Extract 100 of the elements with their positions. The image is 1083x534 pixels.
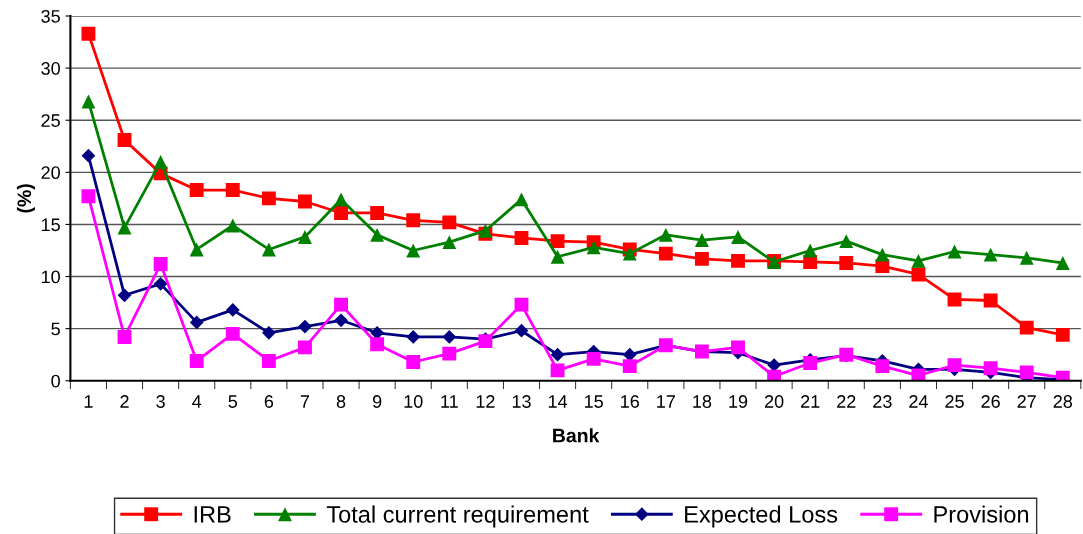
point (406, 213, 421, 228)
point (658, 246, 673, 261)
point (153, 276, 168, 291)
point (983, 293, 998, 308)
x-tick-label: 22 (837, 395, 856, 408)
point (514, 231, 529, 245)
y-tick-label: 5 (51, 322, 60, 336)
point (911, 368, 926, 381)
point (839, 234, 854, 249)
point (1055, 256, 1070, 270)
y-tick-label: 15 (41, 218, 60, 232)
point (370, 227, 385, 242)
point (694, 251, 709, 266)
point (406, 243, 421, 258)
point (514, 192, 529, 207)
point (298, 319, 312, 334)
point (334, 313, 348, 328)
x-tick-label: 26 (981, 395, 1000, 408)
point (731, 253, 745, 268)
x-tick-label: 17 (657, 395, 675, 408)
point (983, 361, 998, 376)
point (189, 315, 204, 330)
point (225, 326, 240, 341)
point (875, 247, 890, 262)
y-tick-label: 25 (41, 114, 60, 127)
point (731, 340, 745, 355)
point (658, 227, 673, 242)
point (81, 26, 96, 41)
point (189, 242, 204, 257)
point (550, 363, 565, 378)
point (225, 303, 240, 317)
y-tick-label: 10 (41, 270, 60, 284)
x-tick-label: 28 (1053, 395, 1073, 408)
point (298, 194, 312, 209)
point (261, 242, 276, 257)
point (117, 220, 132, 235)
point (261, 191, 276, 206)
x-tick-label: 16 (621, 395, 639, 408)
x-tick-label: 7 (300, 395, 310, 408)
point (1055, 327, 1070, 342)
point (225, 218, 240, 233)
x-tick-label: 10 (404, 395, 423, 408)
x-tick-label: 6 (264, 395, 274, 408)
point (153, 257, 168, 271)
point (983, 247, 998, 262)
point (334, 206, 348, 220)
x-axis-title: Bank (553, 428, 600, 443)
legend-label: Expected Loss (685, 505, 838, 528)
x-tick-label: 4 (192, 395, 202, 408)
point (550, 234, 565, 249)
point (442, 215, 457, 230)
x-tick-label: 1 (84, 395, 93, 408)
point (875, 359, 890, 374)
point (767, 369, 782, 381)
x-tick-label: 11 (441, 395, 458, 408)
point (262, 325, 276, 340)
x-tick-label: 18 (693, 395, 712, 408)
point (803, 243, 818, 258)
x-tick-label: 14 (548, 395, 568, 408)
point (514, 323, 529, 338)
point (81, 148, 96, 163)
y-axis-title: (%) (16, 184, 36, 213)
y-tick-label: 30 (41, 62, 60, 75)
point (298, 229, 312, 244)
point (550, 249, 565, 264)
point (514, 297, 529, 312)
x-tick-label: 27 (1017, 395, 1036, 408)
point (334, 192, 348, 207)
point (731, 229, 745, 244)
x-tick-label: 9 (372, 395, 382, 408)
legend-label: IRB (194, 506, 231, 523)
point (442, 330, 457, 344)
x-tick-label: 5 (228, 395, 238, 408)
point (947, 358, 962, 373)
point (622, 246, 637, 261)
x-tick-label: 2 (120, 395, 129, 408)
point (586, 240, 601, 255)
x-tick-label: 25 (945, 395, 964, 408)
point (550, 347, 565, 362)
x-tick-label: 23 (873, 395, 892, 408)
point (189, 354, 204, 368)
point (1019, 250, 1034, 265)
x-tick-label: 15 (584, 395, 603, 408)
x-tick-label: 24 (909, 395, 928, 408)
point (406, 330, 421, 344)
y-tick-label: 35 (41, 9, 60, 23)
point (406, 355, 421, 369)
point (911, 253, 926, 268)
y-tick-label: 0 (51, 374, 60, 388)
point (189, 183, 204, 197)
point (767, 358, 781, 372)
point (370, 337, 385, 352)
point (1019, 320, 1034, 335)
point (622, 359, 637, 374)
point (225, 183, 240, 197)
point (117, 288, 132, 303)
x-tick-label: 3 (156, 395, 165, 408)
point (298, 340, 312, 355)
point (117, 330, 132, 344)
point (694, 233, 709, 248)
